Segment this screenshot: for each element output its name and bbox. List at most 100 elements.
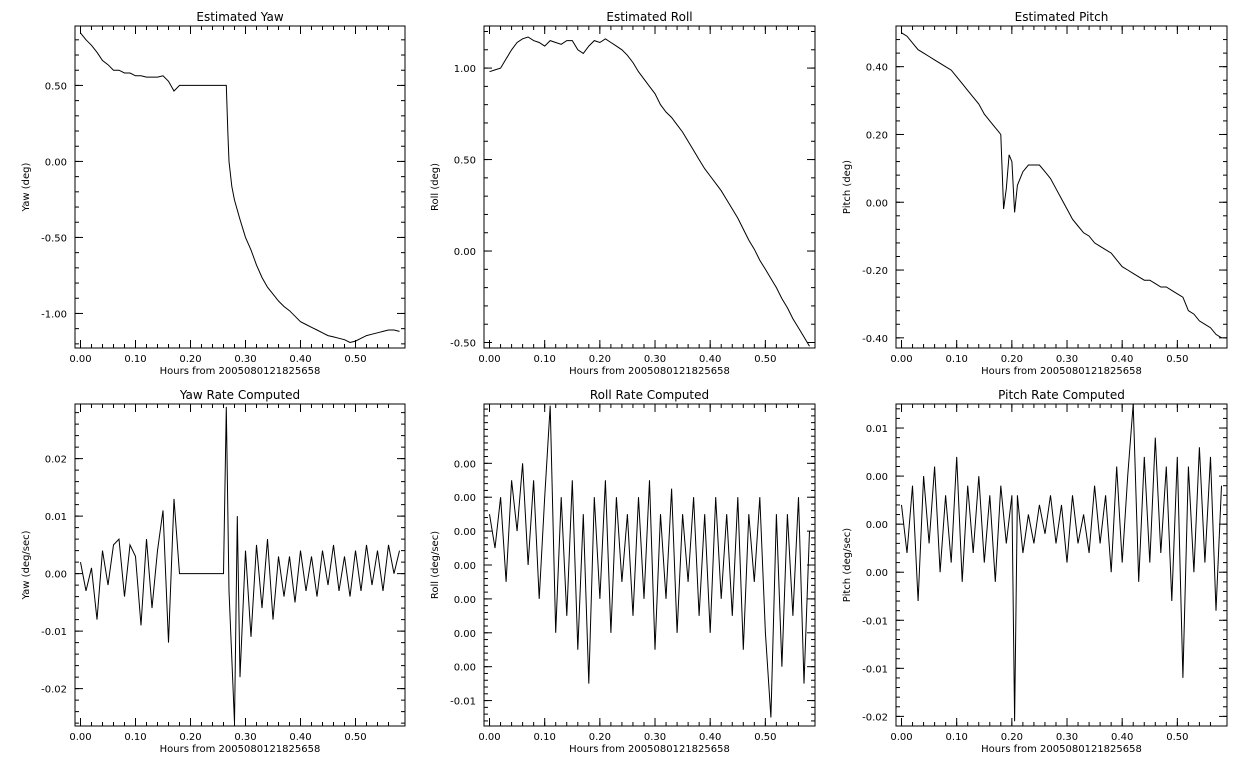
- chart-panel-3: Estimated Pitch 0.00 0.10 0.20 0.30 0.40 0.50 0…: [842, 10, 1228, 377]
- x-tick-label: 0.40: [699, 732, 721, 743]
- x-tick-label: 0.50: [754, 732, 776, 743]
- x-tick-label: 0.40: [699, 354, 721, 365]
- x-tick-label: 0.20: [1001, 732, 1023, 743]
- x-tick-label: 0.40: [289, 732, 311, 743]
- y-tick-label: 0.20: [866, 130, 888, 141]
- chart-title: Pitch Rate Computed: [998, 388, 1125, 402]
- x-tick-label: 0.00: [890, 354, 912, 365]
- y-tick-label: 0.00: [866, 198, 888, 209]
- x-tick-label: 0.20: [179, 732, 201, 743]
- x-tick-label: 0.20: [589, 732, 611, 743]
- x-tick-label: 0.50: [1166, 732, 1188, 743]
- y-axis-label: Pitch (deg/sec): [842, 528, 853, 603]
- x-axis-label: Hours from 2005080121825658: [569, 744, 730, 755]
- y-tick-label: 0.00: [454, 527, 476, 538]
- y-tick-label: 0.00: [454, 629, 476, 640]
- x-tick-label: 0.10: [534, 732, 556, 743]
- chart-title: Estimated Yaw: [196, 10, 283, 24]
- y-tick-label: -1.00: [41, 309, 67, 320]
- y-tick-label: 0.00: [454, 561, 476, 572]
- y-tick-label: -0.40: [862, 334, 888, 345]
- x-tick-label: 0.00: [478, 354, 500, 365]
- x-tick-label: 0.30: [644, 354, 666, 365]
- y-axis-label: Roll (deg): [430, 163, 441, 211]
- y-tick-label: 0.00: [454, 595, 476, 606]
- chart-title: Estimated Roll: [606, 10, 692, 24]
- plot-frame: [74, 403, 406, 727]
- y-axis-label: Roll (deg/sec): [430, 531, 441, 599]
- x-tick-label: 0.30: [234, 354, 256, 365]
- x-tick-label: 0.30: [644, 732, 666, 743]
- y-tick-label: -0.01: [862, 664, 888, 675]
- y-tick-label: 0.00: [866, 472, 888, 483]
- x-tick-label: 0.10: [124, 354, 146, 365]
- y-tick-label: -0.20: [862, 266, 888, 277]
- y-tick-label: -0.02: [862, 712, 888, 723]
- plot-frame: [895, 403, 1228, 727]
- x-tick-label: 0.10: [124, 732, 146, 743]
- series-line: [901, 32, 1222, 339]
- y-tick-label: -0.50: [41, 233, 67, 244]
- x-tick-label: 0.50: [344, 354, 366, 365]
- x-tick-label: 0.00: [69, 732, 91, 743]
- y-tick-label: 0.00: [45, 570, 67, 581]
- x-tick-label: 0.00: [69, 354, 91, 365]
- y-tick-label: 0.00: [454, 663, 476, 674]
- y-tick-label: 0.01: [866, 424, 888, 435]
- x-tick-label: 0.40: [1111, 732, 1133, 743]
- x-tick-label: 0.30: [234, 732, 256, 743]
- x-tick-label: 0.50: [754, 354, 776, 365]
- chart-panel-5: Roll Rate Computed 0.00 0.10 0.20 0.30 0.40 0.…: [430, 388, 816, 755]
- y-tick-label: 0.00: [866, 568, 888, 579]
- x-tick-label: 0.30: [1056, 732, 1078, 743]
- y-tick-label: -0.02: [41, 685, 67, 696]
- x-tick-label: 0.10: [534, 354, 556, 365]
- x-tick-label: 0.40: [289, 354, 311, 365]
- y-tick-label: -0.50: [450, 339, 476, 350]
- y-tick-label: 0.50: [454, 156, 476, 167]
- y-tick-label: 0.00: [454, 493, 476, 504]
- x-tick-label: 0.20: [179, 354, 201, 365]
- series-line: [901, 403, 1222, 722]
- x-tick-label: 0.50: [344, 732, 366, 743]
- x-tick-label: 0.40: [1111, 354, 1133, 365]
- y-axis-label: Pitch (deg): [842, 160, 853, 214]
- y-tick-label: -0.01: [450, 697, 476, 708]
- series-line: [489, 405, 810, 718]
- chart-title: Yaw Rate Computed: [179, 388, 300, 402]
- x-tick-label: 0.50: [1166, 354, 1188, 365]
- chart-panel-6: Pitch Rate Computed 0.00 0.10 0.20 0.30 0.40 0…: [842, 388, 1228, 755]
- series-line: [80, 32, 400, 344]
- x-axis-label: Hours from 2005080121825658: [160, 744, 321, 755]
- series-line: [489, 36, 810, 347]
- series-line: [80, 406, 400, 724]
- x-tick-label: 0.00: [890, 732, 912, 743]
- y-tick-label: 1.00: [454, 64, 476, 75]
- y-tick-label: 0.50: [45, 81, 67, 92]
- y-tick-label: 0.01: [45, 512, 67, 523]
- x-tick-label: 0.20: [1001, 354, 1023, 365]
- x-tick-label: 0.10: [946, 354, 968, 365]
- chart-panel-2: Estimated Roll 0.00 0.10 0.20 0.30 0.40 0.50 1.…: [430, 10, 816, 377]
- chart-panel-4: Yaw Rate Computed 0.00 0.10 0.20 0.30 0.40 0.5…: [21, 388, 406, 755]
- plot-frame: [483, 403, 816, 727]
- x-axis-label: Hours from 2005080121825658: [981, 744, 1142, 755]
- x-axis-label: Hours from 2005080121825658: [981, 366, 1142, 377]
- y-tick-label: 0.00: [866, 520, 888, 531]
- chart-title: Roll Rate Computed: [590, 388, 709, 402]
- y-tick-label: 0.40: [866, 63, 888, 74]
- x-tick-label: 0.00: [478, 732, 500, 743]
- y-tick-label: 0.00: [45, 157, 67, 168]
- chart-panel-1: Estimated Yaw 0.00 0.10 0.20 0.30 0.40 0.50 0.5…: [21, 10, 406, 377]
- plot-frame: [74, 25, 406, 349]
- plot-frame: [895, 25, 1228, 349]
- plot-frame: [483, 25, 816, 349]
- y-axis-label: Yaw (deg): [21, 162, 32, 212]
- y-tick-label: -0.01: [41, 627, 67, 638]
- chart-title: Estimated Pitch: [1015, 10, 1109, 24]
- y-tick-label: 0.00: [454, 459, 476, 470]
- y-tick-label: -0.01: [862, 616, 888, 627]
- x-axis-label: Hours from 2005080121825658: [569, 366, 730, 377]
